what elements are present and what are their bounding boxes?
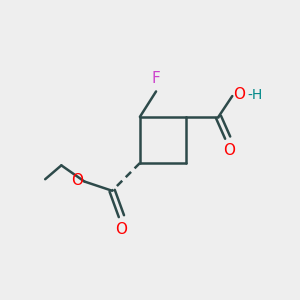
- Text: O: O: [116, 222, 128, 237]
- Text: O: O: [71, 173, 83, 188]
- Text: F: F: [152, 71, 161, 86]
- Text: O: O: [233, 87, 245, 102]
- Text: O: O: [223, 143, 235, 158]
- Text: -H: -H: [247, 88, 262, 102]
